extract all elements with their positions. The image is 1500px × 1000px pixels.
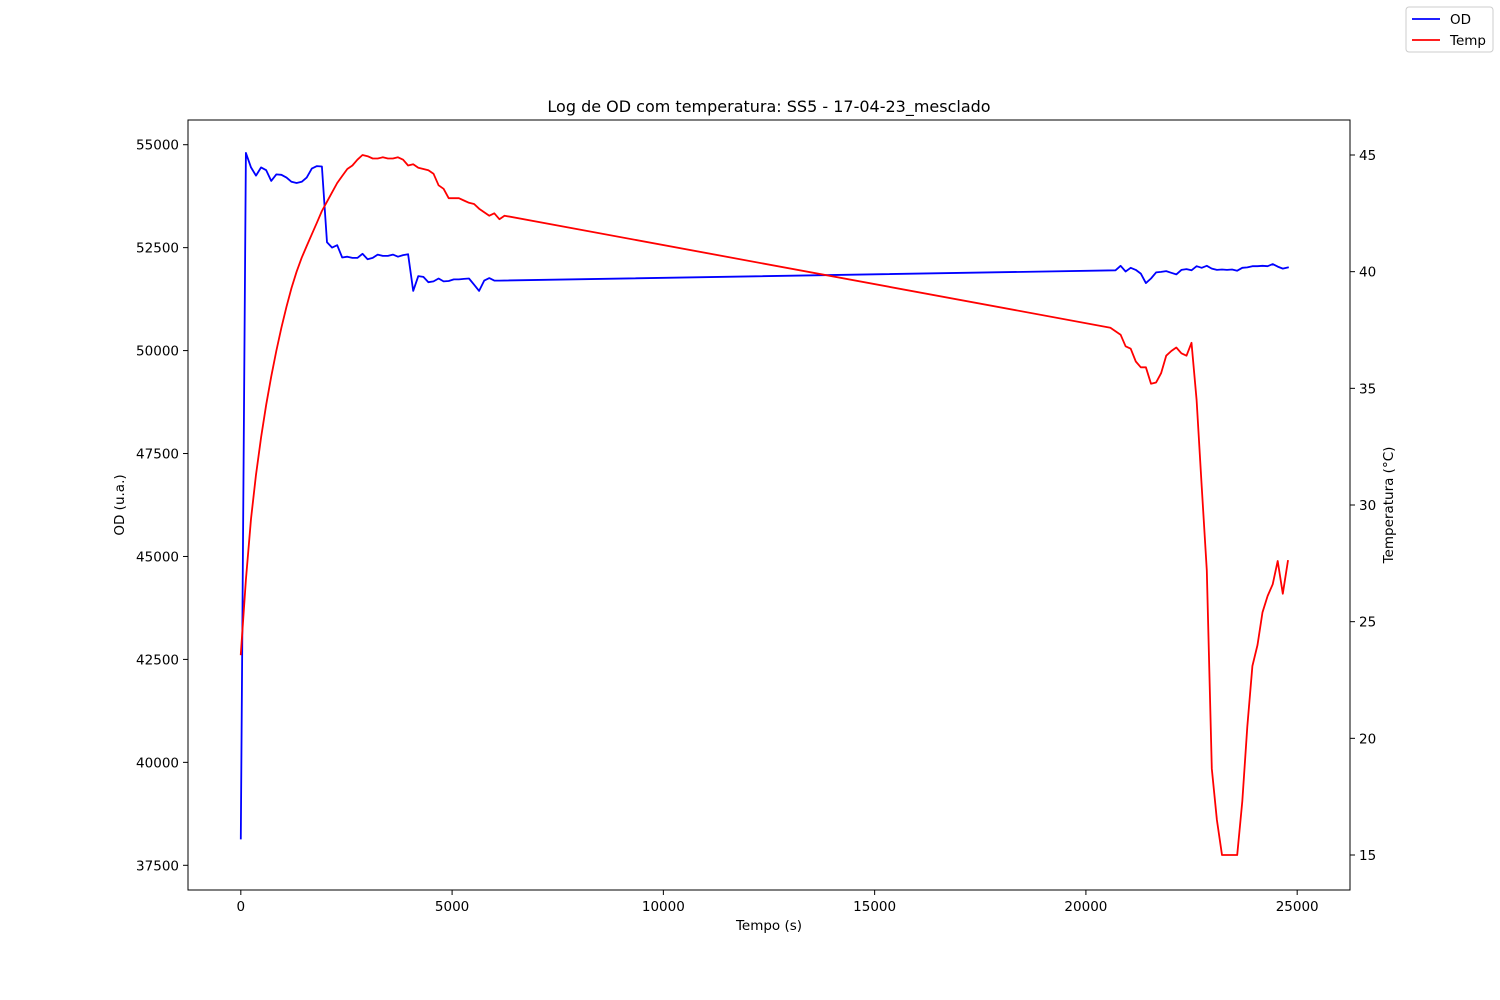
x-tick-label: 25000 <box>1276 899 1319 915</box>
x-tick-label: 15000 <box>853 899 896 915</box>
x-tick-label: 5000 <box>435 899 469 915</box>
series-line-temp <box>239 154 1289 856</box>
left-y-tick-label: 50000 <box>136 344 179 360</box>
x-tick-label: 20000 <box>1064 899 1107 915</box>
left-y-tick-label: 40000 <box>136 755 179 771</box>
left-y-tick-label: 47500 <box>136 447 179 463</box>
right-y-tick-label: 35 <box>1359 381 1376 397</box>
right-y-tick-label: 40 <box>1359 265 1376 281</box>
right-y-axis-label: Temperatura (°C) <box>1381 447 1397 565</box>
right-y-tick-label: 25 <box>1359 615 1376 631</box>
right-y-tick-label: 30 <box>1359 498 1376 514</box>
left-y-axis-label: OD (u.a.) <box>112 474 128 535</box>
right-y-tick-label: 20 <box>1359 731 1376 747</box>
x-tick-label: 10000 <box>642 899 685 915</box>
left-y-tick-label: 42500 <box>136 652 179 668</box>
left-y-tick-label: 45000 <box>136 549 179 565</box>
x-tick-label: 0 <box>237 899 246 915</box>
right-y-axis-ticks: 15 20 25 30 35 40 45 <box>1350 148 1376 864</box>
left-y-axis-ticks: 37500 40000 42500 45000 47500 50000 52500 55000 <box>136 138 188 874</box>
series-line-od <box>239 151 1289 840</box>
x-axis-ticks: 0 5000 10000 15000 20000 25000 <box>237 890 1319 915</box>
right-y-tick-label: 15 <box>1359 848 1376 864</box>
chart-title: Log de OD com temperatura: SS5 - 17-04-2… <box>547 97 990 117</box>
legend-label-od: OD <box>1450 12 1471 28</box>
x-axis-label: Tempo (s) <box>735 918 802 934</box>
right-y-tick-label: 45 <box>1359 148 1376 164</box>
legend: OD Temp <box>1405 6 1494 53</box>
left-y-tick-label: 37500 <box>136 858 179 874</box>
legend-label-temp: Temp <box>1449 33 1486 49</box>
series-layer <box>239 151 1289 856</box>
left-y-tick-label: 52500 <box>136 241 179 257</box>
left-y-tick-label: 55000 <box>136 138 179 154</box>
